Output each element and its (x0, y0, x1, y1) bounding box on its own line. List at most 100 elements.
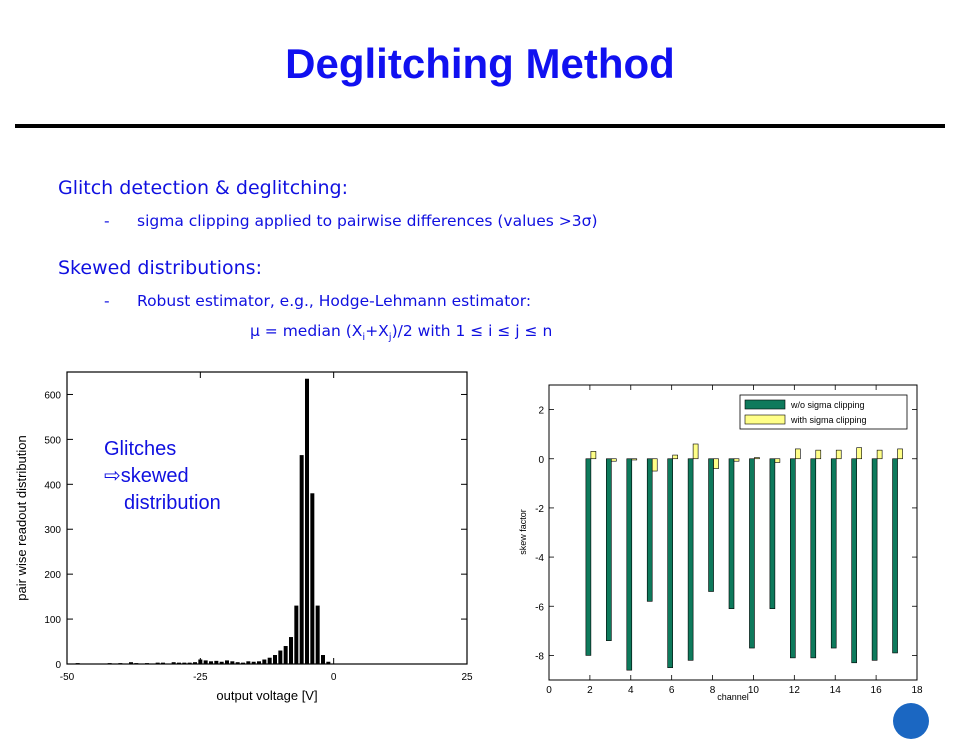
bar-wo-sigma-clipping (830, 458, 837, 649)
bar-with-sigma-clipping (672, 454, 678, 460)
bullet-robust-estimator: - Robust estimator, e.g., Hodge-Lehmann e… (104, 292, 531, 310)
bar-with-sigma-clipping (692, 443, 699, 460)
formula-tail: )/2 with 1 ≤ i ≤ j ≤ n (391, 322, 553, 340)
histogram-bar (198, 659, 203, 664)
bar-wo-sigma-clipping (871, 458, 878, 661)
histogram-bar (145, 663, 149, 664)
histogram-bar (230, 661, 235, 664)
y-tick-label: 2 (538, 406, 544, 417)
histogram-bar (321, 655, 325, 664)
histogram-bars (75, 378, 331, 664)
slide-title: Deglitching Method (285, 40, 675, 87)
x-tick-label: 2 (587, 685, 593, 696)
histogram-bar (294, 605, 299, 664)
histogram-bar (203, 660, 208, 664)
histogram-bar (161, 662, 165, 664)
title-divider (15, 124, 945, 128)
x-tick-label: 4 (628, 685, 634, 696)
histogram-plot-frame (66, 371, 468, 665)
bar-wo-sigma-clipping (851, 458, 857, 664)
x-tick-label: 10 (748, 685, 760, 696)
bar-wo-sigma-clipping (728, 458, 735, 610)
bar-with-sigma-clipping (651, 458, 658, 472)
formula-plus: +X (365, 322, 389, 340)
right-arrow-icon: ⇨ (104, 465, 121, 487)
heading-glitch-detection: Glitch detection & deglitching: (58, 177, 348, 199)
histogram-chart: 0 100 200 300 400 500 600 -50 -25 0 25 output volt… (14, 371, 473, 703)
skew-y-axis-label: skew factor (518, 509, 528, 555)
y-tick-label: 600 (44, 390, 61, 401)
formula-lead: μ = median (X (250, 322, 363, 340)
histogram-bar (209, 661, 213, 664)
bullet-dash: - (104, 212, 110, 230)
histogram-bar (129, 662, 133, 664)
annotation-line-distribution: distribution (124, 492, 221, 514)
glitches-annotation: Glitches ⇨skewed distribution (104, 436, 221, 517)
x-tick-label: 14 (830, 685, 842, 696)
bar-wo-sigma-clipping (769, 458, 776, 610)
x-tick-label: 8 (710, 685, 716, 696)
x-tick-label: 18 (911, 685, 923, 696)
y-tick-label: 100 (44, 615, 61, 626)
bar-wo-sigma-clipping (687, 458, 694, 661)
x-tick-label: -50 (60, 672, 75, 683)
bar-wo-sigma-clipping (646, 458, 653, 602)
histogram-bar (177, 662, 181, 664)
histogram-bar (289, 637, 293, 664)
y-tick-label: -4 (535, 553, 544, 564)
histogram-bar (187, 662, 192, 664)
annotation-line-skewed: ⇨skewed (104, 463, 221, 490)
bullet-text: Robust estimator, e.g., Hodge-Lehmann es… (137, 292, 532, 310)
bar-with-sigma-clipping (713, 458, 719, 469)
histogram-bar (251, 661, 256, 664)
histogram-bar (310, 493, 315, 664)
bar-wo-sigma-clipping (708, 458, 714, 592)
bar-wo-sigma-clipping (585, 458, 592, 656)
histogram-bar (225, 660, 229, 664)
histogram-bar (262, 659, 267, 664)
histogram-bar (193, 662, 197, 664)
histogram-bar (214, 660, 219, 664)
histogram-bar (273, 655, 277, 664)
bar-wo-sigma-clipping (749, 458, 755, 649)
histogram-bar (283, 646, 288, 664)
bar-with-sigma-clipping (590, 451, 597, 460)
legend-label-wo: w/o sigma clipping (790, 400, 865, 410)
skew-x-axis-label: channel (717, 692, 749, 702)
x-tick-label: 6 (669, 685, 675, 696)
skew-tick-labels: 2 0 -2 -4 -6 -8 0 2 4 6 8 10 12 14 16 18 (535, 406, 923, 696)
bar-with-sigma-clipping (774, 458, 781, 463)
y-tick-label: 500 (44, 435, 61, 446)
bar-with-sigma-clipping (897, 448, 903, 460)
histogram-bar (246, 661, 251, 664)
histogram-bar (267, 657, 272, 664)
bar-wo-sigma-clipping (606, 458, 612, 641)
bar-wo-sigma-clipping (626, 458, 633, 671)
histogram-bar (118, 663, 123, 664)
formula-sub-j: j (388, 332, 392, 344)
histogram-bar (171, 662, 176, 664)
histogram-bar (305, 378, 309, 664)
bar-with-sigma-clipping (856, 447, 862, 460)
circle-logo-icon (893, 703, 929, 739)
y-tick-label: 200 (44, 570, 61, 581)
histogram-y-axis-label: pair wise readout distribution (14, 435, 29, 600)
y-tick-label: -8 (535, 651, 544, 662)
bar-wo-sigma-clipping (810, 458, 817, 659)
histogram-bar (182, 662, 187, 664)
annotation-skewed-text: skewed (120, 465, 189, 487)
bar-with-sigma-clipping (876, 449, 883, 460)
skew-plot-frame (548, 384, 918, 681)
bar-with-sigma-clipping (611, 458, 617, 462)
annotation-line-glitches: Glitches (104, 438, 177, 460)
histogram-tick-labels: 0 100 200 300 400 500 600 -50 -25 0 25 (44, 390, 473, 683)
x-tick-label: 25 (461, 672, 473, 683)
histogram-x-axis-label: output voltage [V] (216, 688, 317, 703)
histogram-bar (241, 662, 245, 664)
histogram-bar (134, 663, 139, 664)
histogram-bar (219, 661, 224, 664)
y-tick-label: 0 (55, 660, 61, 671)
legend-swatch-wo (744, 399, 786, 410)
bullet-dash: - (104, 292, 110, 310)
hodge-lehmann-formula: μ = median (Xi+Xj)/2 with 1 ≤ i ≤ j ≤ n (250, 322, 552, 343)
